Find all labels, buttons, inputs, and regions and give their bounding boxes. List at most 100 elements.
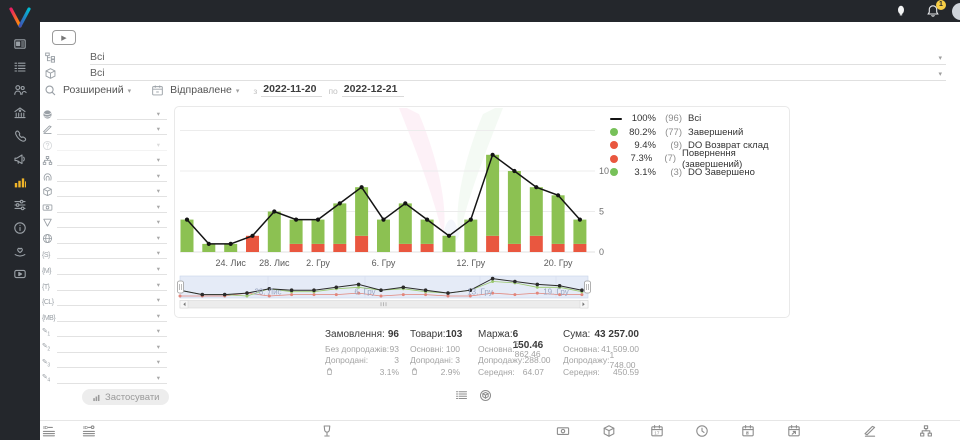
avatar[interactable] bbox=[952, 3, 960, 20]
filter-funnel-field[interactable] bbox=[57, 215, 167, 229]
footer-calendar-date[interactable]: 17 bbox=[650, 424, 664, 438]
filter-custom-field-2-field[interactable] bbox=[57, 340, 167, 353]
caret-down-icon: ▾ bbox=[156, 110, 160, 118]
stat-sub-label: Допродані: bbox=[410, 355, 454, 366]
search-mode-dropdown[interactable]: Розширений ▾ bbox=[57, 84, 131, 97]
filter-var-s-field[interactable] bbox=[57, 246, 167, 260]
footer-trophy[interactable] bbox=[320, 424, 334, 438]
search-icon[interactable] bbox=[44, 84, 57, 97]
stat-sub-value: 1 748.00 bbox=[609, 350, 636, 371]
bars-layer[interactable] bbox=[180, 154, 587, 252]
chart-navigator[interactable]: 28. Лис 6. Гру 13. Гру 19. Гру bbox=[177, 275, 591, 299]
legend-item[interactable]: 9.4% (9) DO Возврат склад bbox=[610, 139, 789, 152]
legend-item[interactable]: 3.1% (3) DO Завершено bbox=[610, 166, 789, 179]
filter-var-m[interactable]: {M} ▾ bbox=[42, 259, 167, 276]
filter-planet[interactable]: ▾ bbox=[42, 104, 167, 120]
stat-sub-value: 64.07 bbox=[522, 366, 544, 377]
filter-planet-field[interactable] bbox=[57, 107, 167, 120]
sidebar-item-customers[interactable] bbox=[0, 78, 40, 101]
status-filter-dropdown[interactable]: Всі ▾ bbox=[44, 50, 946, 65]
legend-item[interactable]: 100% (96) Всі bbox=[610, 112, 789, 125]
view-toggles bbox=[455, 389, 492, 402]
filter-custom-field-4[interactable]: ✎4 ▾ bbox=[42, 368, 167, 384]
footer-calendar-currency[interactable]: ₴ bbox=[741, 424, 755, 438]
footer-clock[interactable] bbox=[695, 424, 709, 438]
filter-var-mb-field[interactable] bbox=[57, 309, 167, 322]
caret-down-icon: ▾ bbox=[156, 172, 160, 180]
apply-button[interactable]: Застосувати bbox=[82, 389, 170, 405]
product-filter-dropdown[interactable]: Всі ▾ bbox=[44, 66, 946, 81]
products-view-toggle[interactable] bbox=[479, 389, 492, 402]
date-to-input[interactable]: 2022-12-21 bbox=[341, 83, 404, 97]
svg-text:6. Гру: 6. Гру bbox=[372, 258, 396, 268]
filter-source-field[interactable] bbox=[57, 231, 167, 244]
app-logo[interactable] bbox=[6, 3, 34, 31]
filter-identity[interactable]: ▾ bbox=[42, 166, 167, 182]
date-field-dropdown[interactable]: Відправлене ▾ bbox=[164, 84, 239, 97]
filter-help-field[interactable] bbox=[57, 138, 167, 151]
report-list-toggle[interactable] bbox=[455, 389, 468, 402]
navigator-handle-right[interactable] bbox=[584, 280, 591, 294]
stat-column: Замовлення: 96 Без допродажів: 93 Допродані:… bbox=[325, 329, 399, 378]
notification-badge: 1 bbox=[936, 0, 946, 10]
filter-source[interactable]: ▾ bbox=[42, 228, 167, 244]
sidebar-item-orders[interactable] bbox=[0, 55, 40, 78]
sidebar-item-settings[interactable] bbox=[0, 193, 40, 216]
sidebar-item-tutorials[interactable] bbox=[0, 262, 40, 285]
bulb-icon[interactable] bbox=[894, 4, 908, 18]
filter-var-t-field[interactable] bbox=[57, 278, 167, 291]
chart-area[interactable]: 0 5 10 24. Лис 28. Лис 2. Гру 6. Гру 12. Гру 20.… bbox=[175, 103, 787, 314]
footer-calendar-arrow[interactable] bbox=[787, 424, 801, 438]
legend-item[interactable]: 7.3% (7) Повернення (завершений) bbox=[610, 148, 789, 170]
filter-structure[interactable]: ▾ bbox=[42, 151, 167, 167]
filter-custom-field-1[interactable]: ✎1 ▾ bbox=[42, 322, 167, 338]
filter-var-m-field[interactable] bbox=[57, 262, 167, 276]
play-button[interactable]: ▶ bbox=[52, 30, 76, 45]
stat-header: Маржа: 6 150.46 bbox=[478, 329, 544, 351]
sidebar-item-dashboard[interactable] bbox=[0, 32, 40, 55]
sidebar-item-info[interactable] bbox=[0, 216, 40, 239]
filter-custom-field-4-icon: ✎4 bbox=[42, 374, 50, 384]
legend-item[interactable]: 80.2% (77) Завершений bbox=[610, 125, 789, 138]
footer-package[interactable] bbox=[602, 424, 616, 438]
footer-ruler[interactable] bbox=[863, 424, 877, 438]
filter-custom-field-2[interactable]: ✎2 ▾ bbox=[42, 337, 167, 353]
chart-scrollbar[interactable] bbox=[179, 300, 589, 309]
filter-custom-field-3-field[interactable] bbox=[57, 355, 167, 369]
filter-delivery-field[interactable] bbox=[57, 122, 167, 136]
filter-custom-field-1-field[interactable] bbox=[57, 324, 167, 338]
footer-id-single[interactable]: ID bbox=[42, 424, 56, 438]
filter-var-cl-field[interactable] bbox=[57, 293, 167, 307]
date-from-input[interactable]: 2022-11-20 bbox=[261, 83, 323, 97]
sidebar-item-calls[interactable] bbox=[0, 124, 40, 147]
caret-down-icon: ▾ bbox=[156, 250, 160, 258]
filter-product[interactable]: ▾ bbox=[42, 182, 167, 198]
caret-down-icon: ▾ bbox=[938, 71, 942, 78]
filter-payment[interactable]: ▾ bbox=[42, 197, 167, 213]
stat-sub-label: Середня: bbox=[478, 366, 515, 377]
footer-money[interactable] bbox=[556, 424, 570, 438]
filter-product-field[interactable] bbox=[57, 184, 167, 198]
navigator-handle-left[interactable] bbox=[177, 280, 184, 294]
filter-help[interactable]: ▾ bbox=[42, 135, 167, 151]
sidebar-item-warehouse[interactable] bbox=[0, 101, 40, 124]
filter-custom-field-4-field[interactable] bbox=[57, 371, 167, 384]
footer-sitemap[interactable] bbox=[919, 424, 933, 438]
filter-custom-field-3[interactable]: ✎3 ▾ bbox=[42, 353, 167, 369]
line-layer[interactable] bbox=[184, 152, 582, 246]
sidebar-item-marketing[interactable] bbox=[0, 147, 40, 170]
filter-funnel[interactable]: ▾ bbox=[42, 213, 167, 229]
sidebar-item-analytics[interactable] bbox=[0, 170, 40, 193]
megaphone-icon bbox=[13, 152, 27, 166]
footer-id-multi[interactable]: ID bbox=[82, 424, 96, 438]
filter-structure-field[interactable] bbox=[57, 153, 167, 167]
filter-var-mb[interactable]: {MB} ▾ bbox=[42, 306, 167, 322]
filter-delivery[interactable]: ▾ bbox=[42, 120, 167, 136]
filter-var-s[interactable]: {S} ▾ bbox=[42, 244, 167, 260]
filter-identity-field[interactable] bbox=[57, 169, 167, 182]
filter-payment-field[interactable] bbox=[57, 200, 167, 213]
sidebar-item-support[interactable] bbox=[0, 239, 40, 262]
filter-var-cl[interactable]: {CL} ▾ bbox=[42, 291, 167, 307]
notifications-bell-icon[interactable]: 1 bbox=[926, 0, 946, 18]
filter-var-t[interactable]: {T} ▾ bbox=[42, 275, 167, 291]
